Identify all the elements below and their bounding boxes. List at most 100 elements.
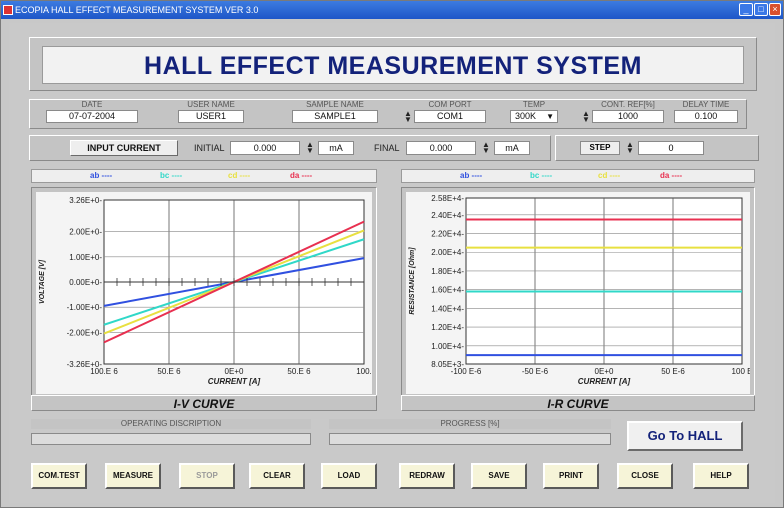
ir-legend-cd: cd ---- xyxy=(598,171,621,180)
iv-y-axis-label: VOLTAGE [V] xyxy=(39,259,46,304)
ir-x-tick-label: 50 E-6 xyxy=(661,367,685,376)
measure-button[interactable]: MEASURE xyxy=(105,463,161,489)
com-port-spinner-icon[interactable]: ▲ ▼ xyxy=(404,109,412,124)
final-unit: mA xyxy=(494,141,530,155)
header-panel: HALL EFFECT MEASUREMENT SYSTEM xyxy=(29,37,757,91)
sample-input[interactable]: SAMPLE1 xyxy=(292,110,378,123)
final-spinner-icon[interactable]: ▲ ▼ xyxy=(482,140,490,155)
input-current-button[interactable]: INPUT CURRENT xyxy=(70,140,178,156)
main-panel: HALL EFFECT MEASUREMENT SYSTEM DATE 07-0… xyxy=(9,23,775,503)
com-field: COM PORT COM1 xyxy=(414,100,486,123)
iv-legend-bc: bc ---- xyxy=(160,171,183,180)
step-spinner-icon[interactable]: ▲ ▼ xyxy=(626,140,634,155)
operating-description: OPERATING DISCRIPTION xyxy=(31,419,311,449)
redraw-button[interactable]: REDRAW xyxy=(399,463,455,489)
chevron-down-icon: ▼ xyxy=(546,112,554,121)
ir-chart: -100 E-6 -50 E-6 0E+0 50 E-6 100 E 2.58E+4- 2.… xyxy=(406,192,750,394)
close-button[interactable]: CLOSE xyxy=(617,463,673,489)
iv-y-tick-label: -2.00E+0- xyxy=(67,328,103,337)
cont-field: CONT. REF[%] 1000 xyxy=(592,100,664,123)
ir-curve-title: I-R CURVE xyxy=(401,395,755,411)
final-label: FINAL xyxy=(374,143,400,153)
cont-ref-input[interactable]: 1000 xyxy=(592,110,664,123)
iv-legend-cd: cd ---- xyxy=(228,171,251,180)
clear-button[interactable]: CLEAR xyxy=(249,463,305,489)
ir-chart-panel: -100 E-6 -50 E-6 0E+0 50 E-6 100 E 2.58E+4- 2.… xyxy=(401,187,755,411)
date-field: DATE 07-07-2004 xyxy=(46,100,138,123)
temp-value: 300K xyxy=(515,111,537,121)
operating-description-label: OPERATING DISCRIPTION xyxy=(31,419,311,429)
iv-chart: 100.E 6 50.E 6 0E+0 50.E 6 100. 3.26E+0- 2.00E… xyxy=(36,192,372,394)
print-button[interactable]: PRINT xyxy=(543,463,599,489)
ir-y-tick-label: 8.05E+3- xyxy=(431,360,464,369)
stop-button[interactable]: STOP xyxy=(179,463,235,489)
iv-x-tick-label: 50.E 6 xyxy=(157,367,181,376)
iv-y-tick-label: 3.26E+0- xyxy=(69,196,102,205)
go-to-hall-button[interactable]: Go To HALL xyxy=(627,421,743,451)
iv-x-tick-label: 50.E 6 xyxy=(287,367,311,376)
initial-current-input[interactable]: 0.000 xyxy=(230,141,300,155)
page-title: HALL EFFECT MEASUREMENT SYSTEM xyxy=(42,46,744,84)
step-panel: STEP ▲ ▼ 0 xyxy=(555,135,759,161)
ir-y-axis-label: RESISTANCE [Ohm] xyxy=(409,247,416,315)
com-port-input[interactable]: COM1 xyxy=(414,110,486,123)
iv-legend: ab ---- bc ---- cd ---- da ---- xyxy=(31,169,377,183)
user-field: USER NAME USER1 xyxy=(178,100,244,123)
date-value[interactable]: 07-07-2004 xyxy=(46,110,138,123)
iv-x-tick-label: 0E+0 xyxy=(225,367,244,376)
progress-bar xyxy=(329,433,611,445)
iv-x-axis-label: CURRENT [A] xyxy=(208,377,261,386)
title-bar: ECOPIA HALL EFFECT MEASUREMENT SYSTEM VE… xyxy=(1,1,783,19)
ir-y-tick-label: 1.00E+4- xyxy=(431,342,464,351)
ir-legend-da: da ---- xyxy=(660,171,683,180)
window-title: ECOPIA HALL EFFECT MEASUREMENT SYSTEM VE… xyxy=(15,5,259,15)
ir-x-tick-label: -50 E-6 xyxy=(522,367,549,376)
input-current-row: INPUT CURRENT INITIAL 0.000 ▲ ▼ mA FINAL … xyxy=(29,135,551,161)
ir-x-tick-label: 0E+0 xyxy=(595,367,614,376)
iv-y-tick-label: -1.00E+0- xyxy=(67,303,103,312)
info-row: DATE 07-07-2004 USER NAME USER1 SAMPLE N… xyxy=(29,99,747,129)
app-icon xyxy=(3,5,13,15)
sample-label: SAMPLE NAME xyxy=(306,100,364,109)
close-icon[interactable]: × xyxy=(769,3,781,16)
ir-y-tick-label: 1.60E+4- xyxy=(431,286,464,295)
load-button[interactable]: LOAD xyxy=(321,463,377,489)
operating-description-bar xyxy=(31,433,311,445)
iv-y-tick-label: 0.00E+0- xyxy=(69,278,102,287)
ir-y-tick-label: 1.20E+4- xyxy=(431,323,464,332)
com-test-button[interactable]: COM.TEST xyxy=(31,463,87,489)
iv-x-tick-label: 100. xyxy=(356,367,372,376)
user-input[interactable]: USER1 xyxy=(178,110,244,123)
delay-input[interactable]: 0.100 xyxy=(674,110,738,123)
ir-legend-bc: bc ---- xyxy=(530,171,553,180)
com-label: COM PORT xyxy=(428,100,472,109)
progress-box: PROGRESS [%] xyxy=(329,419,611,449)
progress-label: PROGRESS [%] xyxy=(329,419,611,429)
step-input[interactable]: 0 xyxy=(638,141,704,155)
initial-spinner-icon[interactable]: ▲ ▼ xyxy=(306,140,314,155)
initial-label: INITIAL xyxy=(194,143,225,153)
delay-label: DELAY TIME xyxy=(682,100,730,109)
save-button[interactable]: SAVE xyxy=(471,463,527,489)
iv-curve-title: I-V CURVE xyxy=(31,395,377,411)
help-button[interactable]: HELP xyxy=(693,463,749,489)
ir-y-tick-label: 1.40E+4- xyxy=(431,304,464,313)
ir-x-tick-label: -100 E-6 xyxy=(451,367,482,376)
final-current-input[interactable]: 0.000 xyxy=(406,141,476,155)
iv-y-tick-label: 1.00E+0- xyxy=(69,253,102,262)
date-label: DATE xyxy=(81,100,103,109)
cont-ref-label: CONT. REF[%] xyxy=(601,100,655,109)
minimize-icon[interactable]: _ xyxy=(739,3,753,16)
ir-y-tick-label: 2.20E+4- xyxy=(431,230,464,239)
temp-field: TEMP 300K ▼ xyxy=(510,100,558,123)
iv-chart-panel: 100.E 6 50.E 6 0E+0 50.E 6 100. 3.26E+0- 2.00E… xyxy=(31,187,377,411)
maximize-icon[interactable]: □ xyxy=(754,3,768,16)
temp-select[interactable]: 300K ▼ xyxy=(510,110,558,123)
ir-y-tick-label: 2.00E+4- xyxy=(431,248,464,257)
cont-ref-spinner-icon[interactable]: ▲ ▼ xyxy=(582,109,590,124)
initial-unit: mA xyxy=(318,141,354,155)
iv-legend-ab: ab ---- xyxy=(90,171,113,180)
sample-field: SAMPLE NAME SAMPLE1 xyxy=(292,100,378,123)
iv-y-tick-label: -3.26E+0- xyxy=(67,360,103,369)
